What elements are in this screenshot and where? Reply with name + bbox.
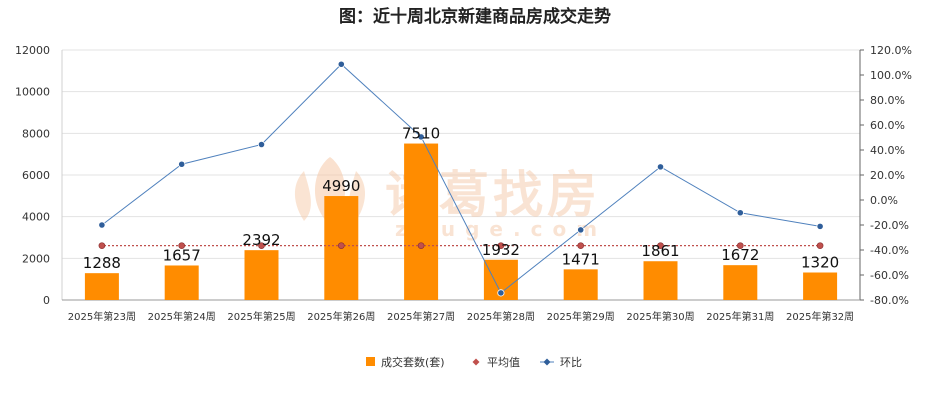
y-left-tick-label: 2000 xyxy=(22,252,50,265)
bar xyxy=(643,261,678,300)
average-point xyxy=(657,242,664,249)
bar xyxy=(803,272,838,300)
mom-point xyxy=(816,222,824,230)
y-left-tick-label: 4000 xyxy=(22,211,50,224)
mom-point xyxy=(337,60,345,68)
y-right-tick-label: -40.0% xyxy=(870,244,909,257)
x-tick-label: 2025年第26周 xyxy=(307,310,375,323)
average-point xyxy=(417,242,425,249)
y-right-tick-label: -20.0% xyxy=(870,219,909,232)
mom-point xyxy=(178,160,186,168)
average-point xyxy=(258,242,265,249)
bar xyxy=(84,273,119,300)
mom-point xyxy=(497,289,505,297)
y-right-tick-label: 100.0% xyxy=(870,69,912,82)
x-tick-label: 2025年第32周 xyxy=(786,310,854,323)
bar-data-label: 1657 xyxy=(163,246,201,264)
y-right-tick-label: 40.0% xyxy=(870,144,905,157)
bar-data-label: 7510 xyxy=(402,125,440,143)
x-tick-label: 2025年第28周 xyxy=(467,310,535,323)
bar xyxy=(164,265,199,300)
bar xyxy=(404,143,439,300)
bar-data-label: 4990 xyxy=(322,177,360,195)
grid-layer xyxy=(62,49,860,301)
x-tick-label: 2025年第25周 xyxy=(227,310,295,323)
mom-point xyxy=(577,226,585,234)
average-point xyxy=(98,242,106,249)
legend-label-mom: 环比 xyxy=(560,356,582,369)
legend-swatch-mom-icon xyxy=(543,358,551,366)
y-right-tick-label: -80.0% xyxy=(870,294,909,307)
average-point xyxy=(736,242,744,249)
y-left-tick-label: 8000 xyxy=(22,127,50,140)
average-point xyxy=(337,242,345,249)
mom-point xyxy=(257,140,266,149)
average-point xyxy=(577,242,585,249)
y-right-tick-label: 80.0% xyxy=(870,94,905,107)
bar-data-label: 1932 xyxy=(482,241,520,259)
bar-data-label: 2392 xyxy=(242,231,280,249)
x-tick-label: 2025年第30周 xyxy=(626,310,694,323)
mom-line xyxy=(101,63,821,294)
legend-swatch-average-icon xyxy=(472,358,480,366)
y-left-tick-label: 12000 xyxy=(15,44,50,57)
x-tick-label: 2025年第27周 xyxy=(387,310,455,323)
mom-series xyxy=(98,60,824,297)
x-tick-label: 2025年第29周 xyxy=(547,310,615,323)
legend: 成交套数(套) 平均值 环比 xyxy=(366,355,582,369)
y-right-tick-label: 20.0% xyxy=(870,169,905,182)
y-right-tick-label: 60.0% xyxy=(870,119,905,132)
mom-point xyxy=(736,209,744,217)
legend-swatch-bar xyxy=(366,357,375,366)
y-right-tick-label: 0.0% xyxy=(870,194,898,207)
bar-data-label: 1320 xyxy=(801,254,839,272)
average-point xyxy=(178,242,185,249)
mom-point xyxy=(656,163,665,171)
bar xyxy=(723,265,758,300)
y-left-tick-label: 10000 xyxy=(15,86,50,99)
mom-point xyxy=(98,221,106,229)
average-series xyxy=(98,242,824,249)
bar xyxy=(563,269,598,300)
bar-series xyxy=(84,143,838,300)
bar-data-label: 1672 xyxy=(721,246,759,264)
x-tick-label: 2025年第31周 xyxy=(706,310,774,323)
bar-data-label: 1861 xyxy=(641,242,679,260)
legend-label-average: 平均值 xyxy=(487,356,520,369)
chart-title: 图：近十周北京新建商品房成交走势 xyxy=(339,6,611,27)
watermark-logo-leaf-icon xyxy=(294,171,311,221)
mom-point xyxy=(417,133,425,141)
y-right-tick-label: -60.0% xyxy=(870,269,909,282)
bar-data-label: 1288 xyxy=(83,254,121,272)
axis-layer: 0 2000 4000 6000 8000 10000 12000 -80.0% -60.0% -… xyxy=(15,44,912,323)
average-point xyxy=(497,242,505,249)
average-point xyxy=(816,242,824,249)
data-labels: 1288 1657 2392 4990 7510 1932 1471 1861 1672 1320 xyxy=(83,125,839,273)
x-tick-label: 2025年第23周 xyxy=(68,310,136,323)
legend-label-bar: 成交套数(套) xyxy=(381,355,445,369)
y-left-tick-label: 6000 xyxy=(22,169,50,182)
y-left-tick-label: 0 xyxy=(43,294,50,307)
x-tick-label: 2025年第24周 xyxy=(148,310,216,323)
bar xyxy=(244,250,279,300)
y-right-tick-label: 120.0% xyxy=(870,44,912,57)
bar-data-label: 1471 xyxy=(562,250,600,268)
